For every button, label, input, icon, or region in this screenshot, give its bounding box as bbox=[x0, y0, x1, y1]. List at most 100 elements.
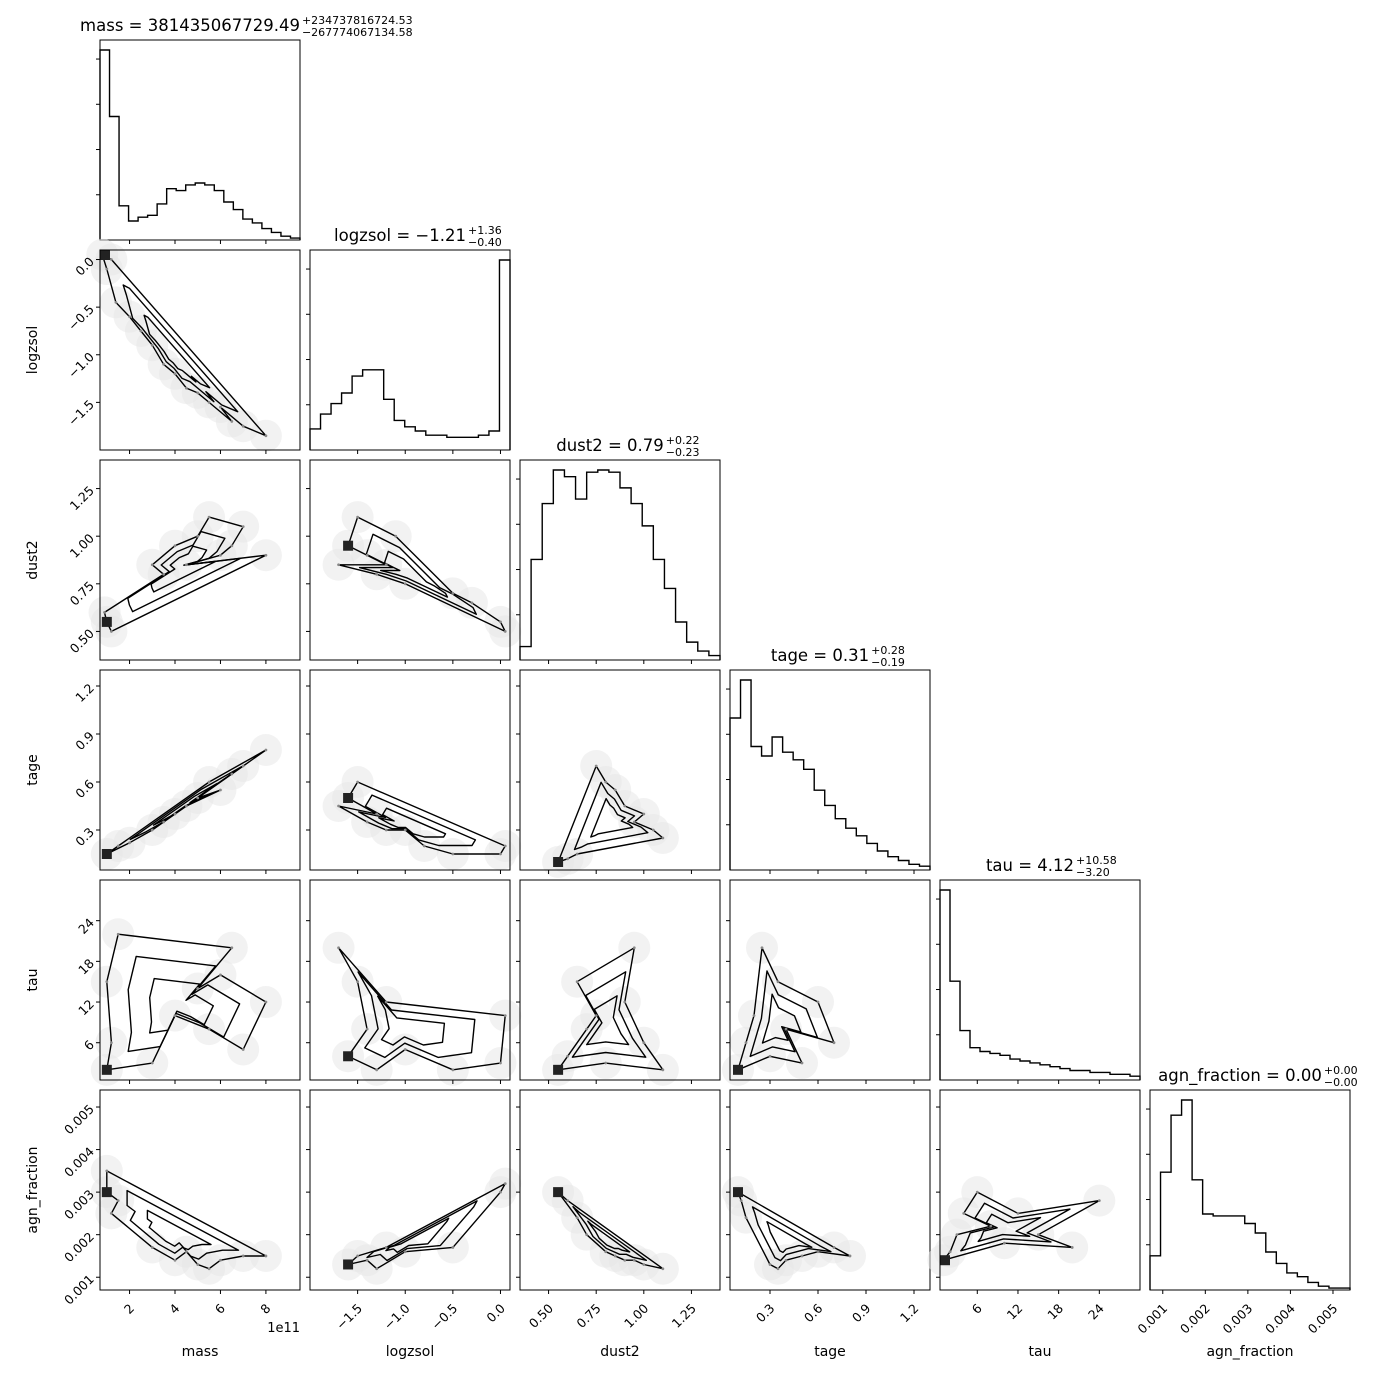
xlabel-logzsol: logzsol bbox=[386, 1344, 434, 1360]
sample-point bbox=[575, 980, 579, 984]
panel-mass-vs-dust2: 0.500.751.001.25 bbox=[67, 459, 301, 664]
sample-point bbox=[150, 828, 154, 832]
sample-point bbox=[623, 804, 627, 808]
sample-point bbox=[499, 1061, 502, 1065]
sample-point bbox=[207, 1027, 211, 1031]
sample-point bbox=[661, 1267, 665, 1271]
sample-point bbox=[109, 1212, 113, 1215]
panel-frame bbox=[729, 669, 931, 871]
xlabel-tau: tau bbox=[1029, 1344, 1052, 1360]
xtick-label-logzsol: −0.5 bbox=[428, 1301, 460, 1333]
sample-point bbox=[948, 1250, 952, 1254]
sample-point bbox=[632, 1258, 636, 1262]
sample-point bbox=[116, 844, 120, 848]
sample-point bbox=[128, 315, 131, 319]
sample-point bbox=[365, 1027, 369, 1031]
density-peak bbox=[100, 250, 110, 260]
title-tage: tage = 0.31 bbox=[771, 646, 869, 665]
sample-point bbox=[594, 764, 598, 768]
title-upper-agn_fraction: +0.00 bbox=[1324, 1064, 1358, 1077]
sample-point bbox=[604, 780, 608, 784]
sample-point bbox=[103, 610, 106, 614]
sample-point bbox=[230, 946, 234, 950]
sample-point bbox=[114, 300, 118, 304]
sample-point bbox=[1003, 1241, 1006, 1245]
panel-tage-hist: tage = 0.31 +0.28−0.19 bbox=[726, 644, 931, 874]
ylabel-dust2: dust2 bbox=[25, 540, 41, 579]
sample-point bbox=[241, 1048, 245, 1051]
sample-point bbox=[184, 1250, 188, 1254]
sample-point bbox=[816, 1000, 820, 1004]
sample-point bbox=[337, 804, 340, 808]
sample-point bbox=[162, 362, 166, 366]
contour-level-3 bbox=[143, 314, 211, 389]
sample-point bbox=[585, 1027, 589, 1031]
title-lower-logzsol: −0.40 bbox=[468, 236, 502, 249]
contour-level-3 bbox=[149, 977, 214, 1034]
sample-point bbox=[989, 1224, 993, 1228]
ytick-label-tau: 12 bbox=[75, 996, 97, 1018]
contour-level-3 bbox=[977, 1213, 1042, 1243]
sample-point bbox=[800, 1254, 804, 1258]
xtick-label-mass: 4 bbox=[166, 1301, 182, 1317]
sample-point bbox=[848, 1254, 852, 1258]
sample-point bbox=[566, 857, 570, 861]
contour-level-3 bbox=[378, 807, 447, 838]
sample-point bbox=[109, 258, 113, 261]
ytick-label-logzsol: −1.5 bbox=[65, 397, 97, 429]
contour-level-3 bbox=[586, 995, 630, 1046]
ylabel-logzsol: logzsol bbox=[25, 326, 41, 374]
contour-level-1 bbox=[337, 781, 506, 855]
sample-point bbox=[139, 329, 143, 333]
sample-point bbox=[116, 1199, 120, 1203]
sample-point bbox=[604, 1061, 608, 1065]
sample-point bbox=[800, 1061, 804, 1065]
panel-dust2-hist: dust2 = 0.79 +0.22−0.23 bbox=[516, 434, 721, 664]
sample-point bbox=[264, 434, 268, 438]
ytick-label-tau: 6 bbox=[81, 1037, 97, 1053]
sample-point bbox=[384, 563, 388, 567]
contour-level-1 bbox=[557, 765, 664, 863]
sample-point bbox=[451, 1246, 455, 1249]
sample-point bbox=[173, 1014, 177, 1017]
sample-point bbox=[337, 563, 340, 567]
xtick-label-tage: 0.6 bbox=[801, 1301, 826, 1326]
sample-point bbox=[241, 424, 245, 428]
sample-point bbox=[403, 582, 407, 586]
title-lower-agn_fraction: −0.00 bbox=[1324, 1076, 1358, 1089]
density-peak bbox=[343, 793, 354, 803]
sample-point bbox=[150, 563, 154, 567]
sample-point bbox=[739, 1199, 743, 1203]
panel-frame bbox=[729, 879, 931, 1081]
xtick-label-dust2: 0.75 bbox=[573, 1301, 603, 1331]
contour-level-3 bbox=[766, 1221, 813, 1254]
contour-level-2 bbox=[572, 1206, 647, 1261]
contour-level-3 bbox=[761, 993, 802, 1044]
panel-frame bbox=[1149, 1089, 1351, 1291]
contour-level-2 bbox=[571, 971, 647, 1058]
sample-point bbox=[451, 591, 455, 595]
sample-point bbox=[585, 1233, 589, 1237]
ytick-label-dust2: 1.00 bbox=[67, 531, 97, 561]
title-lower-tau: −3.20 bbox=[1076, 866, 1110, 879]
sample-point bbox=[642, 1263, 646, 1266]
ylabel-tage: tage bbox=[25, 754, 41, 786]
sample-point bbox=[642, 812, 646, 816]
sample-point bbox=[1070, 1246, 1074, 1249]
sample-point bbox=[403, 1048, 407, 1051]
sample-point bbox=[623, 1000, 627, 1004]
panel-dust2-vs-tau bbox=[516, 879, 721, 1086]
sample-point bbox=[499, 1190, 502, 1194]
density-peak bbox=[553, 1064, 564, 1075]
sample-point bbox=[503, 630, 507, 633]
xtick-label-logzsol: 0.0 bbox=[483, 1301, 508, 1326]
sample-point bbox=[768, 1263, 772, 1266]
histogram-agn_fraction bbox=[1149, 1099, 1351, 1290]
xtick-label-dust2: 0.50 bbox=[526, 1301, 556, 1331]
contour-level-2 bbox=[357, 971, 476, 1059]
ytick-label-agn_fraction: 0.005 bbox=[61, 1101, 97, 1137]
sample-point bbox=[451, 852, 455, 856]
sample-point bbox=[451, 1068, 455, 1072]
sample-point bbox=[1016, 1212, 1020, 1215]
